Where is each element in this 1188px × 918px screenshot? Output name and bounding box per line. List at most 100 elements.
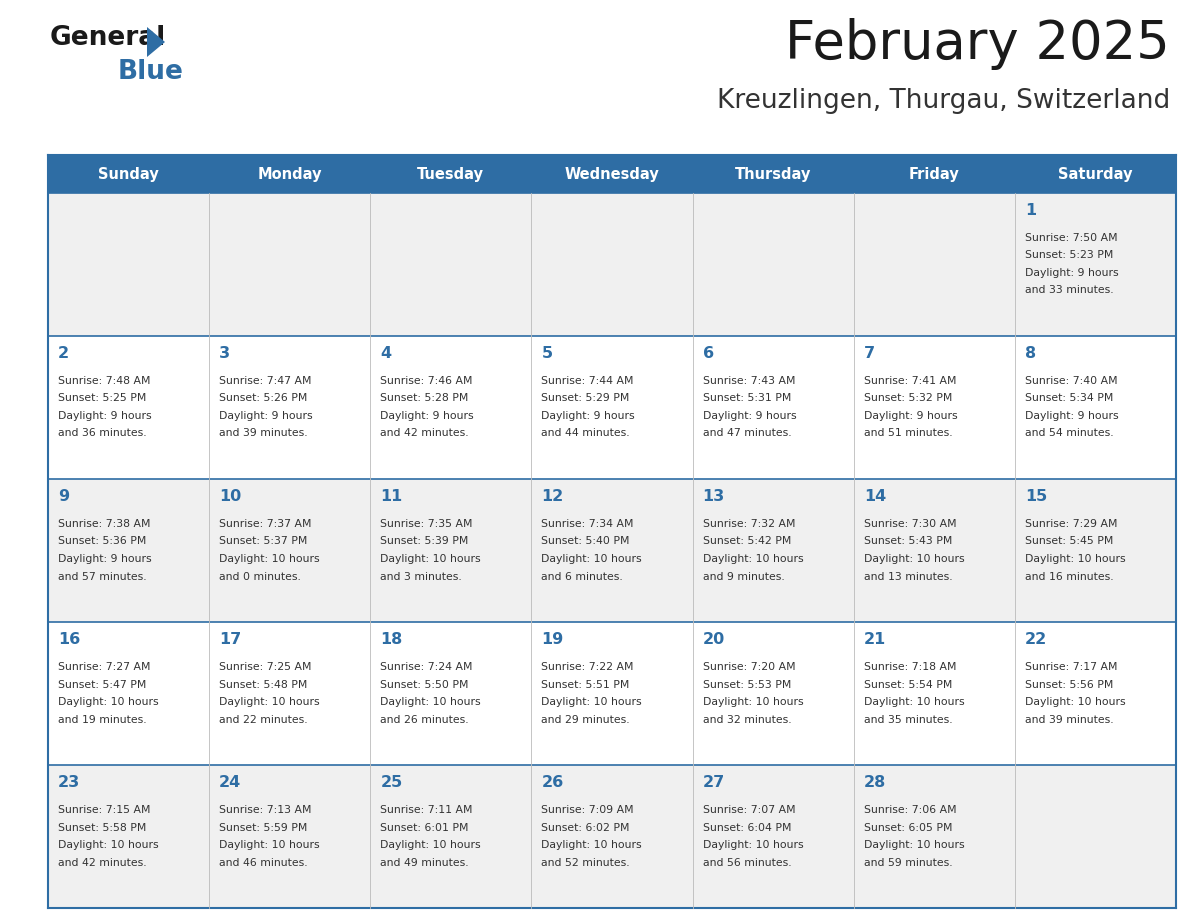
Text: Sunset: 5:59 PM: Sunset: 5:59 PM (219, 823, 308, 833)
Text: 4: 4 (380, 346, 391, 361)
Text: Sunrise: 7:34 AM: Sunrise: 7:34 AM (542, 519, 634, 529)
Text: Sunrise: 7:20 AM: Sunrise: 7:20 AM (702, 662, 795, 672)
Text: Sunrise: 7:40 AM: Sunrise: 7:40 AM (1025, 376, 1118, 386)
Text: Sunrise: 7:46 AM: Sunrise: 7:46 AM (380, 376, 473, 386)
Text: Daylight: 9 hours: Daylight: 9 hours (58, 411, 152, 421)
Text: and 3 minutes.: and 3 minutes. (380, 572, 462, 581)
Text: Sunrise: 7:41 AM: Sunrise: 7:41 AM (864, 376, 956, 386)
Text: Daylight: 9 hours: Daylight: 9 hours (1025, 268, 1118, 278)
Text: Sunrise: 7:07 AM: Sunrise: 7:07 AM (702, 805, 795, 815)
Text: 28: 28 (864, 775, 886, 790)
Text: Sunrise: 7:50 AM: Sunrise: 7:50 AM (1025, 233, 1118, 243)
Text: 20: 20 (702, 632, 725, 647)
Text: Daylight: 9 hours: Daylight: 9 hours (864, 411, 958, 421)
Text: Daylight: 10 hours: Daylight: 10 hours (380, 697, 481, 707)
Text: Daylight: 10 hours: Daylight: 10 hours (864, 840, 965, 850)
Text: and 16 minutes.: and 16 minutes. (1025, 572, 1113, 581)
Text: 26: 26 (542, 775, 563, 790)
Text: 27: 27 (702, 775, 725, 790)
Text: Sunset: 5:51 PM: Sunset: 5:51 PM (542, 679, 630, 689)
Text: 3: 3 (219, 346, 230, 361)
Text: Sunrise: 7:37 AM: Sunrise: 7:37 AM (219, 519, 311, 529)
Text: Daylight: 10 hours: Daylight: 10 hours (702, 840, 803, 850)
Text: Daylight: 10 hours: Daylight: 10 hours (542, 840, 642, 850)
Text: February 2025: February 2025 (785, 18, 1170, 70)
Polygon shape (147, 27, 165, 57)
Text: Sunrise: 7:35 AM: Sunrise: 7:35 AM (380, 519, 473, 529)
Text: Daylight: 10 hours: Daylight: 10 hours (58, 840, 159, 850)
Text: 10: 10 (219, 489, 241, 504)
Text: Daylight: 10 hours: Daylight: 10 hours (58, 697, 159, 707)
Text: Sunset: 5:36 PM: Sunset: 5:36 PM (58, 536, 146, 546)
Text: Daylight: 10 hours: Daylight: 10 hours (864, 697, 965, 707)
Text: Sunset: 5:37 PM: Sunset: 5:37 PM (219, 536, 308, 546)
Text: Daylight: 10 hours: Daylight: 10 hours (542, 697, 642, 707)
Text: Saturday: Saturday (1059, 166, 1132, 182)
Text: Sunrise: 7:32 AM: Sunrise: 7:32 AM (702, 519, 795, 529)
Text: and 39 minutes.: and 39 minutes. (219, 429, 308, 439)
Text: Daylight: 10 hours: Daylight: 10 hours (1025, 554, 1125, 564)
Text: 18: 18 (380, 632, 403, 647)
Text: General: General (50, 25, 166, 51)
Text: and 6 minutes.: and 6 minutes. (542, 572, 624, 581)
Text: 17: 17 (219, 632, 241, 647)
Text: Kreuzlingen, Thurgau, Switzerland: Kreuzlingen, Thurgau, Switzerland (716, 88, 1170, 114)
Text: 1: 1 (1025, 203, 1036, 218)
Text: Sunset: 5:39 PM: Sunset: 5:39 PM (380, 536, 468, 546)
Text: Sunset: 6:02 PM: Sunset: 6:02 PM (542, 823, 630, 833)
Text: 15: 15 (1025, 489, 1047, 504)
Text: 5: 5 (542, 346, 552, 361)
Text: Sunset: 5:53 PM: Sunset: 5:53 PM (702, 679, 791, 689)
Text: Sunrise: 7:13 AM: Sunrise: 7:13 AM (219, 805, 311, 815)
Text: and 47 minutes.: and 47 minutes. (702, 429, 791, 439)
Text: Sunset: 5:43 PM: Sunset: 5:43 PM (864, 536, 952, 546)
Text: Sunset: 5:48 PM: Sunset: 5:48 PM (219, 679, 308, 689)
Text: and 46 minutes.: and 46 minutes. (219, 857, 308, 868)
Text: and 36 minutes.: and 36 minutes. (58, 429, 146, 439)
Text: and 0 minutes.: and 0 minutes. (219, 572, 301, 581)
Text: Daylight: 10 hours: Daylight: 10 hours (219, 840, 320, 850)
Text: Sunset: 5:54 PM: Sunset: 5:54 PM (864, 679, 952, 689)
Bar (48, 155, 1176, 193)
Text: Sunset: 5:42 PM: Sunset: 5:42 PM (702, 536, 791, 546)
Text: Sunrise: 7:17 AM: Sunrise: 7:17 AM (1025, 662, 1118, 672)
Text: 19: 19 (542, 632, 563, 647)
Text: Sunset: 5:58 PM: Sunset: 5:58 PM (58, 823, 146, 833)
Text: and 54 minutes.: and 54 minutes. (1025, 429, 1113, 439)
Text: Daylight: 9 hours: Daylight: 9 hours (380, 411, 474, 421)
Text: 16: 16 (58, 632, 81, 647)
Text: Wednesday: Wednesday (564, 166, 659, 182)
Text: Daylight: 9 hours: Daylight: 9 hours (58, 554, 152, 564)
Text: and 29 minutes.: and 29 minutes. (542, 714, 630, 724)
Text: Sunrise: 7:43 AM: Sunrise: 7:43 AM (702, 376, 795, 386)
Text: Sunset: 5:31 PM: Sunset: 5:31 PM (702, 394, 791, 404)
Text: Sunrise: 7:48 AM: Sunrise: 7:48 AM (58, 376, 151, 386)
Text: Sunrise: 7:29 AM: Sunrise: 7:29 AM (1025, 519, 1118, 529)
Text: Sunset: 6:01 PM: Sunset: 6:01 PM (380, 823, 469, 833)
Text: Sunset: 5:56 PM: Sunset: 5:56 PM (1025, 679, 1113, 689)
Text: and 39 minutes.: and 39 minutes. (1025, 714, 1113, 724)
Text: Sunrise: 7:24 AM: Sunrise: 7:24 AM (380, 662, 473, 672)
Text: and 26 minutes.: and 26 minutes. (380, 714, 469, 724)
Text: Daylight: 10 hours: Daylight: 10 hours (380, 840, 481, 850)
Text: and 51 minutes.: and 51 minutes. (864, 429, 953, 439)
Text: Daylight: 10 hours: Daylight: 10 hours (380, 554, 481, 564)
Text: Daylight: 9 hours: Daylight: 9 hours (702, 411, 796, 421)
Text: 22: 22 (1025, 632, 1047, 647)
Text: 24: 24 (219, 775, 241, 790)
Text: Sunday: Sunday (99, 166, 159, 182)
Text: and 56 minutes.: and 56 minutes. (702, 857, 791, 868)
Text: Daylight: 10 hours: Daylight: 10 hours (702, 554, 803, 564)
Text: Sunset: 5:25 PM: Sunset: 5:25 PM (58, 394, 146, 404)
Text: Sunrise: 7:18 AM: Sunrise: 7:18 AM (864, 662, 956, 672)
Text: and 57 minutes.: and 57 minutes. (58, 572, 146, 581)
Text: Daylight: 10 hours: Daylight: 10 hours (1025, 697, 1125, 707)
Text: Sunrise: 7:15 AM: Sunrise: 7:15 AM (58, 805, 151, 815)
Text: Daylight: 9 hours: Daylight: 9 hours (219, 411, 312, 421)
Text: Sunset: 6:05 PM: Sunset: 6:05 PM (864, 823, 953, 833)
Text: Sunset: 5:26 PM: Sunset: 5:26 PM (219, 394, 308, 404)
Text: and 52 minutes.: and 52 minutes. (542, 857, 630, 868)
Text: Thursday: Thursday (735, 166, 811, 182)
Text: 13: 13 (702, 489, 725, 504)
Text: Sunset: 5:45 PM: Sunset: 5:45 PM (1025, 536, 1113, 546)
